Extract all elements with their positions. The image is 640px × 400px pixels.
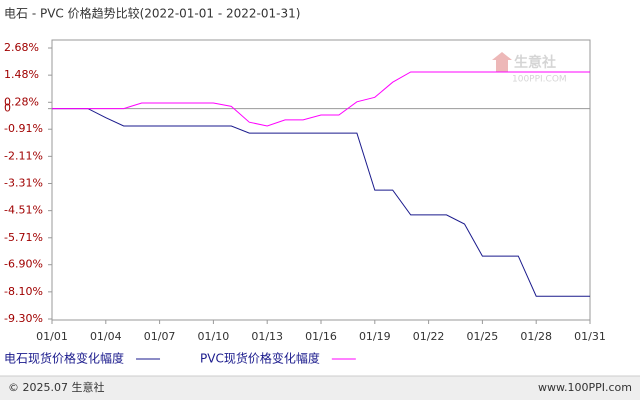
- x-tick-label: 01/22: [413, 330, 445, 343]
- y-tick-label: 0: [4, 102, 11, 115]
- watermark: 生意社 100PPI.COM: [492, 52, 567, 85]
- y-tick-label: 0.28%: [4, 95, 39, 108]
- y-tick-label: -6.90%: [4, 258, 43, 271]
- watermark-name: 生意社: [514, 54, 556, 71]
- footer-band: [0, 376, 640, 400]
- x-tick-label: 01/25: [467, 330, 499, 343]
- y-tick-label: -2.11%: [4, 149, 43, 162]
- watermark-logo: [492, 52, 512, 72]
- y-tick-label: 1.48%: [4, 68, 39, 81]
- legend-label: 电石现货价格变化幅度: [4, 351, 124, 366]
- y-tick-label: -3.31%: [4, 177, 43, 190]
- x-tick-label: 01/13: [251, 330, 283, 343]
- x-tick-label: 01/28: [520, 330, 552, 343]
- footer-copyright: © 2025.07 生意社: [8, 380, 104, 394]
- footer-site: www.100PPI.com: [538, 381, 632, 394]
- plot-border: [51, 39, 591, 321]
- y-tick-label: -0.91%: [4, 122, 43, 135]
- y-tick-label: -9.30%: [4, 312, 43, 325]
- x-tick-label: 01/16: [305, 330, 337, 343]
- x-tick-label: 01/07: [144, 330, 176, 343]
- watermark-url: 100PPI.COM: [512, 75, 567, 85]
- y-tick-label: -4.51%: [4, 204, 43, 217]
- x-tick-label: 01/04: [90, 330, 122, 343]
- chart-title: 电石 - PVC 价格趋势比较(2022-01-01 - 2022-01-31): [4, 6, 300, 21]
- y-tick-label: -8.10%: [4, 285, 43, 298]
- y-tick-label: -5.71%: [4, 231, 43, 244]
- x-tick-label: 01/19: [359, 330, 391, 343]
- legend-label: PVC现货价格变化幅度: [200, 351, 320, 366]
- x-tick-label: 01/01: [36, 330, 68, 343]
- x-tick-label: 01/10: [198, 330, 230, 343]
- series-line: [52, 108, 590, 297]
- x-tick-label: 01/31: [574, 330, 606, 343]
- y-tick-label: 2.68%: [4, 41, 39, 54]
- series-line: [52, 71, 590, 127]
